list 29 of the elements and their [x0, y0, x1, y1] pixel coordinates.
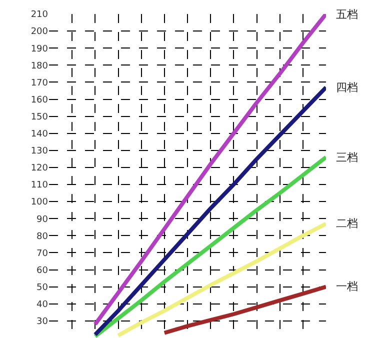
- line-series: [116, 222, 326, 338]
- y-tick-label: 70: [36, 248, 48, 259]
- series-label: 三档: [336, 151, 358, 164]
- series-label: 二档: [336, 217, 358, 230]
- y-tick-label: 100: [30, 198, 48, 208]
- y-tick-label: 160: [30, 95, 48, 106]
- line-series: [93, 14, 326, 326]
- y-tick-label: 180: [30, 61, 48, 72]
- series-label: 一档: [336, 280, 358, 293]
- y-tick-label: 90: [36, 214, 48, 225]
- series-label: 五档: [336, 8, 358, 21]
- y-tick-label: 50: [36, 282, 48, 293]
- y-tick-label: 170: [30, 78, 48, 88]
- y-tick-label: 210: [30, 10, 48, 20]
- y-tick-label: 140: [30, 130, 48, 140]
- y-tick-label: 130: [30, 146, 48, 157]
- y-tick-label: 150: [30, 112, 48, 122]
- y-tick-label: 60: [36, 266, 48, 276]
- y-tick-label: 30: [36, 317, 48, 328]
- line-series: [93, 155, 326, 338]
- y-tick-label: 80: [36, 232, 48, 242]
- y-tick-label: 190: [30, 44, 48, 54]
- line-series: [162, 284, 326, 335]
- series-label: 四档: [336, 81, 358, 94]
- y-tick-label: 200: [30, 27, 48, 38]
- y-tick-label: 110: [30, 180, 48, 191]
- line-series: [93, 85, 326, 337]
- y-tick-label: 120: [30, 164, 48, 174]
- y-tick-label: 40: [36, 300, 48, 310]
